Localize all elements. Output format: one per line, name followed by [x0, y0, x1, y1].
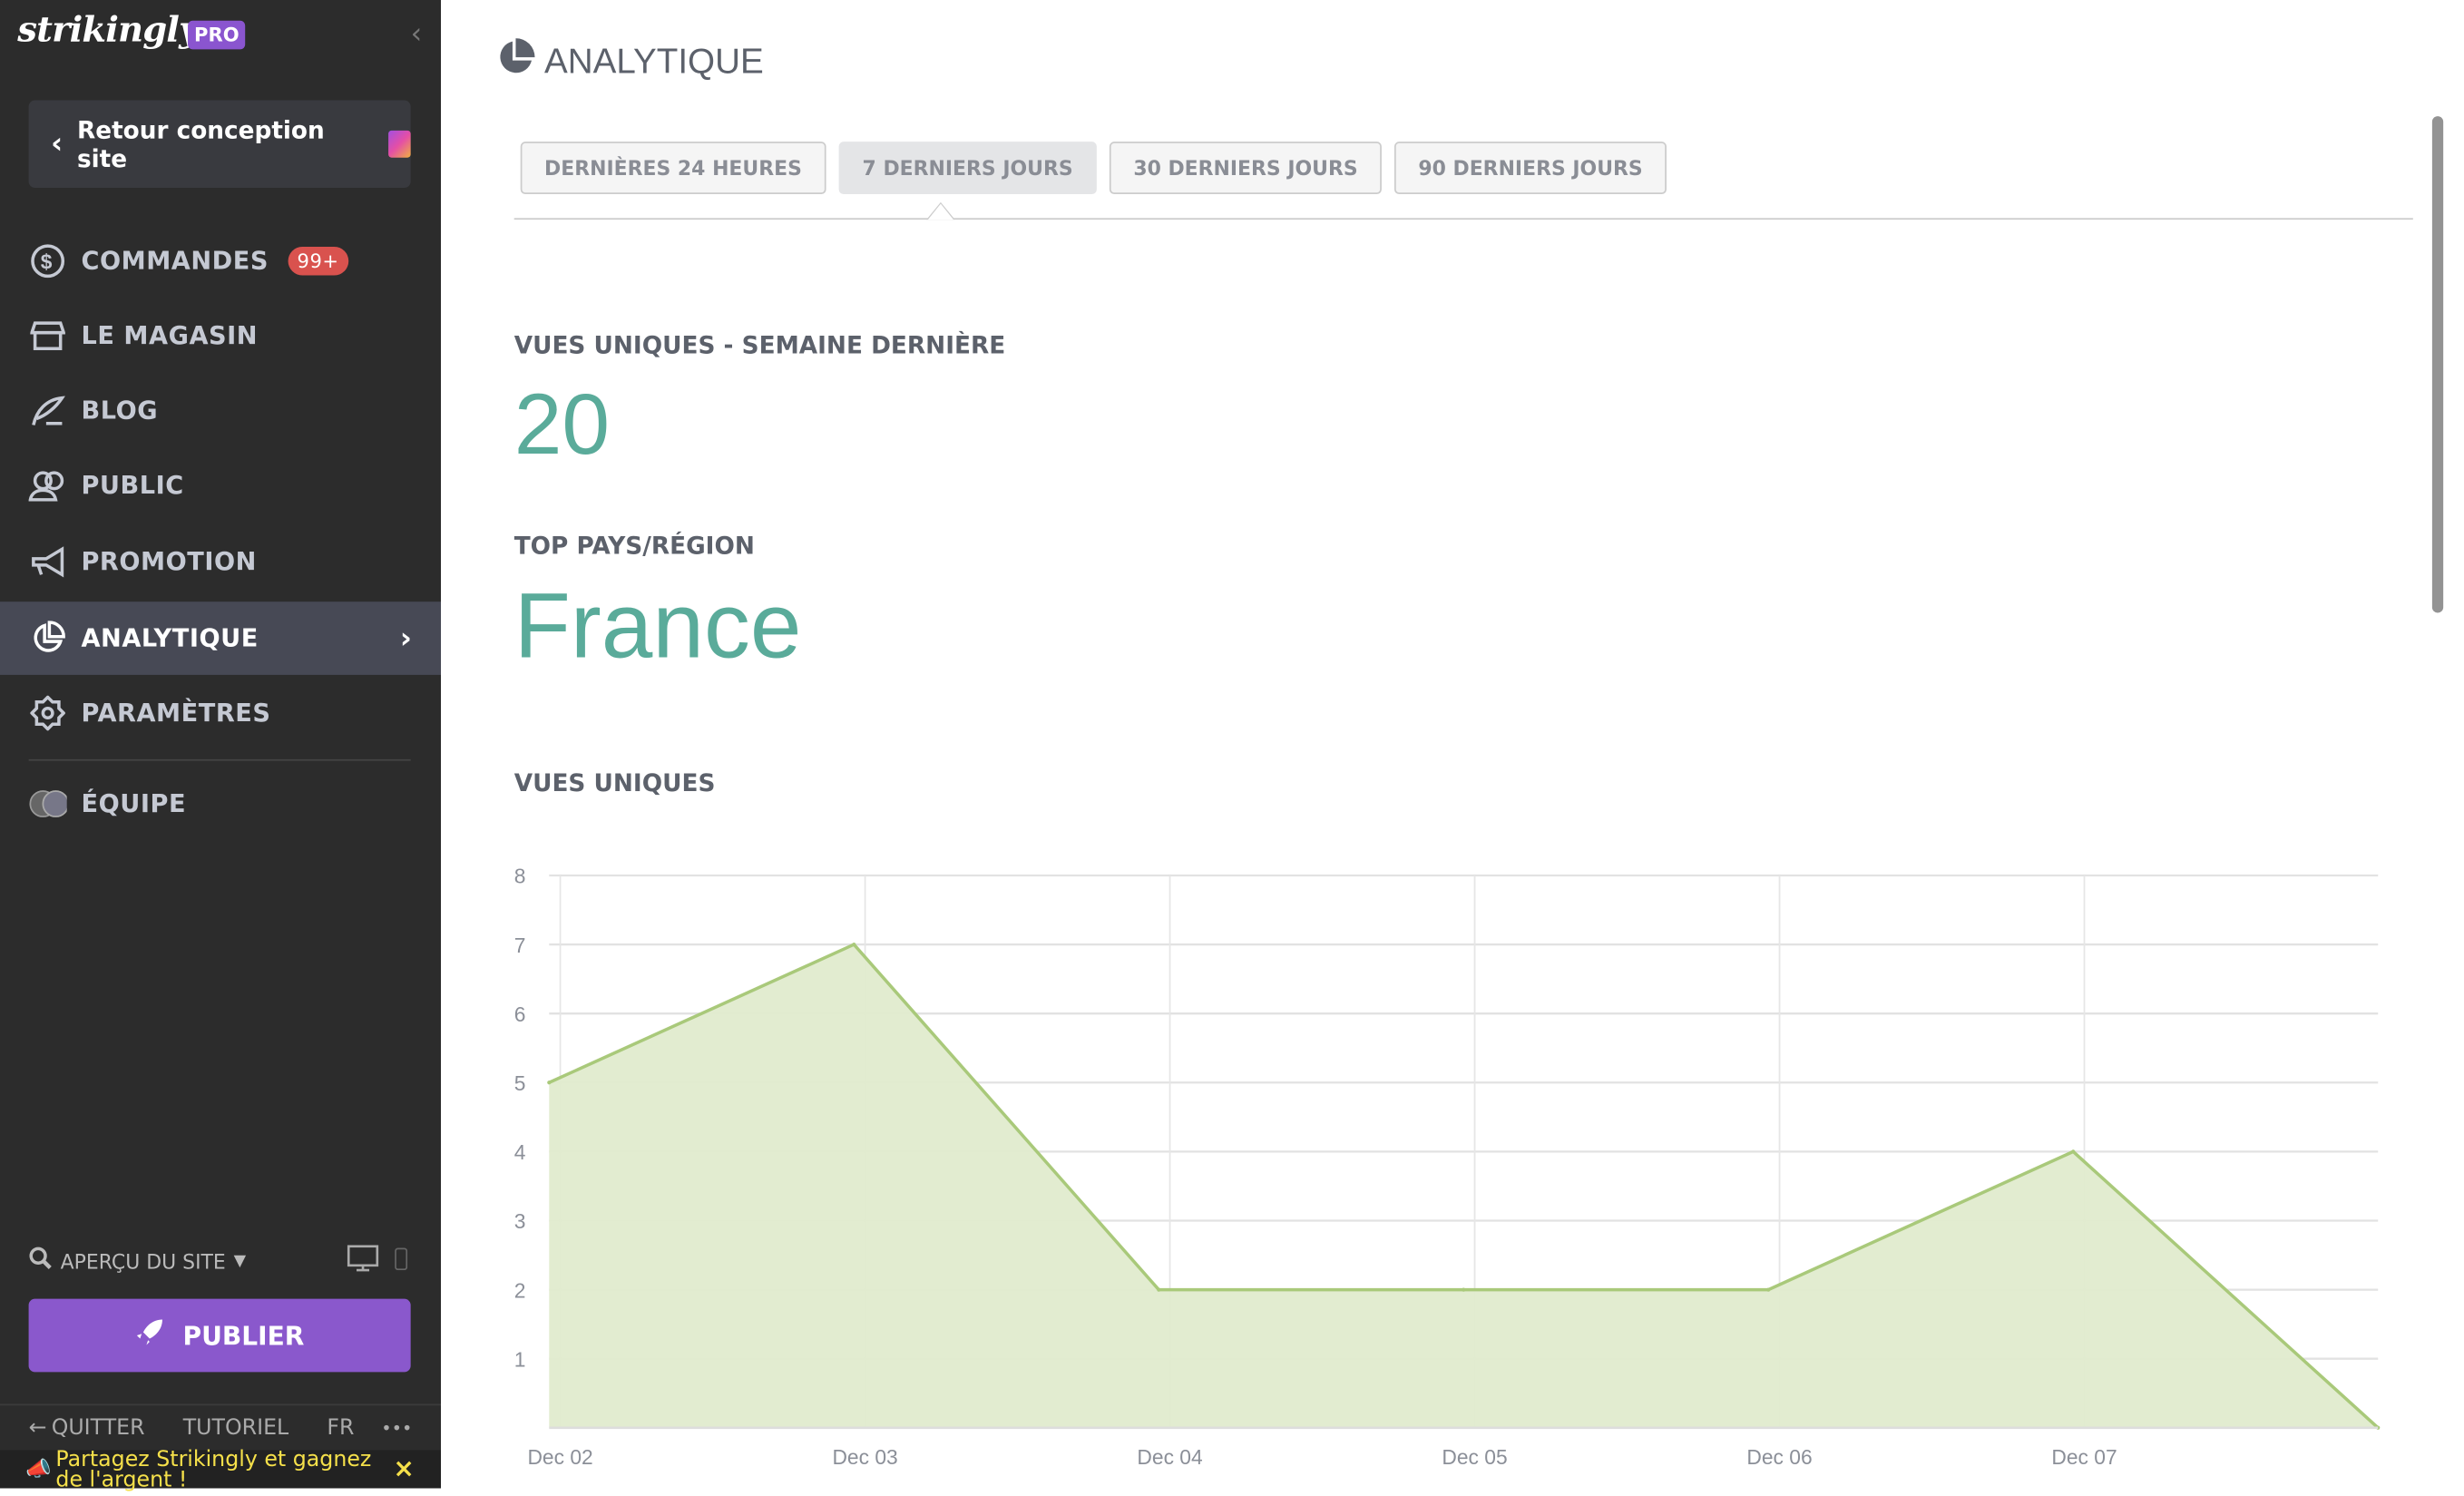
sidebar-item-label: BLOG [81, 396, 159, 425]
active-tab-indicator [926, 201, 955, 220]
pie-chart-icon [496, 38, 535, 86]
back-to-editor-button[interactable]: ‹ Retour conception site [28, 100, 411, 189]
quit-link[interactable]: QUITTER [51, 1414, 145, 1441]
x-tick-label: Dec 02 [527, 1445, 592, 1469]
sidebar-item-label: LE MAGASIN [81, 321, 259, 350]
quill-icon [29, 392, 67, 430]
sidebar-item-parametres[interactable]: PARAMÈTRES [0, 677, 441, 750]
data-point [547, 1080, 552, 1085]
x-tick-label: Dec 03 [832, 1445, 897, 1469]
desktop-icon[interactable] [347, 1245, 379, 1276]
y-tick-label: 3 [514, 1209, 526, 1233]
data-point [2071, 1149, 2076, 1154]
avatars-icon [29, 785, 67, 823]
sidebar-item-promotion[interactable]: PROMOTION [0, 525, 441, 599]
arrow-left-icon[interactable]: ← [28, 1414, 47, 1441]
sidebar-footer: ← QUITTER TUTORIEL FR ••• [0, 1403, 441, 1452]
megaphone-icon [29, 543, 67, 581]
tab-7-days[interactable]: 7 DERNIERS JOURS [838, 142, 1097, 195]
x-tick-label: Dec 04 [1137, 1445, 1203, 1469]
y-tick-label: 2 [514, 1278, 526, 1302]
gear-icon [29, 694, 67, 732]
sidebar-item-magasin[interactable]: LE MAGASIN [0, 299, 441, 373]
tab-90-days[interactable]: 90 DERNIERS JOURS [1394, 142, 1667, 195]
top-country-value: France [513, 574, 802, 679]
data-point [1766, 1287, 1771, 1292]
sidebar-item-label: ANALYTIQUE [81, 623, 259, 653]
unique-views-week-label: VUES UNIQUES - SEMAINE DERNIÈRE [513, 330, 1006, 360]
pie-chart-icon [29, 620, 67, 658]
users-icon [28, 466, 67, 504]
y-tick-label: 7 [514, 934, 526, 957]
main-content: ANALYTIQUE DERNIÈRES 24 HEURES 7 DERNIER… [441, 0, 2464, 1488]
unique-views-week-value: 20 [513, 376, 611, 474]
language-selector[interactable]: FR [327, 1414, 355, 1441]
y-tick-label: 6 [514, 1002, 526, 1026]
referral-text: Partagez Strikingly et gagnez de l'argen… [55, 1446, 372, 1493]
sidebar-item-equipe[interactable]: ÉQUIPE [0, 768, 441, 841]
y-tick-label: 8 [514, 865, 526, 888]
search-icon [29, 1247, 53, 1276]
unique-views-chart: 1 2 3 4 5 6 7 8 Dec 02 Dec 03 Dec 04 Dec 05 Dec 06 De… [514, 865, 2381, 1469]
x-tick-label: Dec 05 [1442, 1445, 1507, 1469]
date-range-tabs: DERNIÈRES 24 HEURES 7 DERNIERS JOURS 30 … [520, 142, 1667, 195]
y-tick-label: 5 [514, 1071, 526, 1095]
tab-24-hours[interactable]: DERNIÈRES 24 HEURES [520, 142, 826, 195]
referral-banner[interactable]: 📣 Partagez Strikingly et gagnez de l'arg… [0, 1446, 441, 1493]
site-preview-row: APERÇU DU SITE ▼ [29, 1245, 411, 1276]
document-icon [388, 130, 411, 158]
sidebar-item-public[interactable]: PUBLIC [0, 449, 441, 523]
data-point [1462, 1287, 1466, 1292]
chart-title: VUES UNIQUES [513, 768, 716, 798]
y-tick-label: 4 [514, 1140, 526, 1164]
publish-button[interactable]: PUBLIER [28, 1298, 411, 1373]
sidebar-item-commandes[interactable]: $ COMMANDES 99+ [0, 224, 441, 298]
scrollbar[interactable] [2431, 116, 2444, 613]
tabs-divider [513, 218, 2413, 220]
store-icon [29, 317, 67, 355]
strikingly-logo[interactable]: strikingly [17, 9, 199, 52]
data-point [852, 942, 856, 947]
sidebar: strikingly PRO ‹ ‹ Retour conception sit… [0, 0, 441, 1493]
pro-badge: PRO [188, 20, 246, 50]
site-preview-dropdown[interactable]: APERÇU DU SITE [60, 1248, 226, 1273]
sidebar-item-blog[interactable]: BLOG [0, 374, 441, 447]
tab-30-days[interactable]: 30 DERNIERS JOURS [1109, 142, 1382, 195]
sidebar-item-analytique[interactable]: ANALYTIQUE › [0, 601, 441, 675]
collapse-sidebar-icon[interactable]: ‹ [410, 17, 423, 52]
sidebar-item-label: COMMANDES [81, 246, 269, 276]
sidebar-item-label: ÉQUIPE [81, 789, 187, 818]
orders-count-badge: 99+ [288, 246, 349, 276]
x-tick-label: Dec 06 [1746, 1445, 1812, 1469]
publish-label: PUBLIER [182, 1320, 305, 1351]
top-country-label: TOP PAYS/RÉGION [513, 532, 755, 561]
tutorial-link[interactable]: TUTORIEL [182, 1414, 289, 1441]
chevron-right-icon: › [399, 621, 413, 655]
page-title-text: ANALYTIQUE [544, 41, 764, 82]
sidebar-item-label: PUBLIC [81, 471, 184, 500]
dollar-circle-icon: $ [29, 242, 67, 280]
svg-text:$: $ [41, 250, 53, 274]
page-title: ANALYTIQUE [496, 38, 764, 86]
x-tick-label: Dec 07 [2051, 1445, 2117, 1469]
mobile-icon[interactable] [395, 1247, 408, 1275]
sidebar-item-label: PROMOTION [81, 547, 257, 577]
close-icon[interactable]: × [393, 1452, 415, 1484]
data-point [1157, 1287, 1161, 1292]
area-fill [549, 944, 2379, 1428]
y-tick-label: 1 [514, 1347, 526, 1371]
back-label: Retour conception site [76, 115, 325, 173]
more-options-icon[interactable]: ••• [381, 1417, 413, 1439]
sidebar-item-label: PARAMÈTRES [81, 699, 271, 728]
rocket-icon [135, 1318, 164, 1354]
sidebar-divider [28, 758, 411, 761]
caret-down-icon[interactable]: ▼ [233, 1251, 247, 1270]
megaphone-icon: 📣 [25, 1458, 52, 1482]
chevron-left-icon: ‹ [51, 127, 64, 161]
